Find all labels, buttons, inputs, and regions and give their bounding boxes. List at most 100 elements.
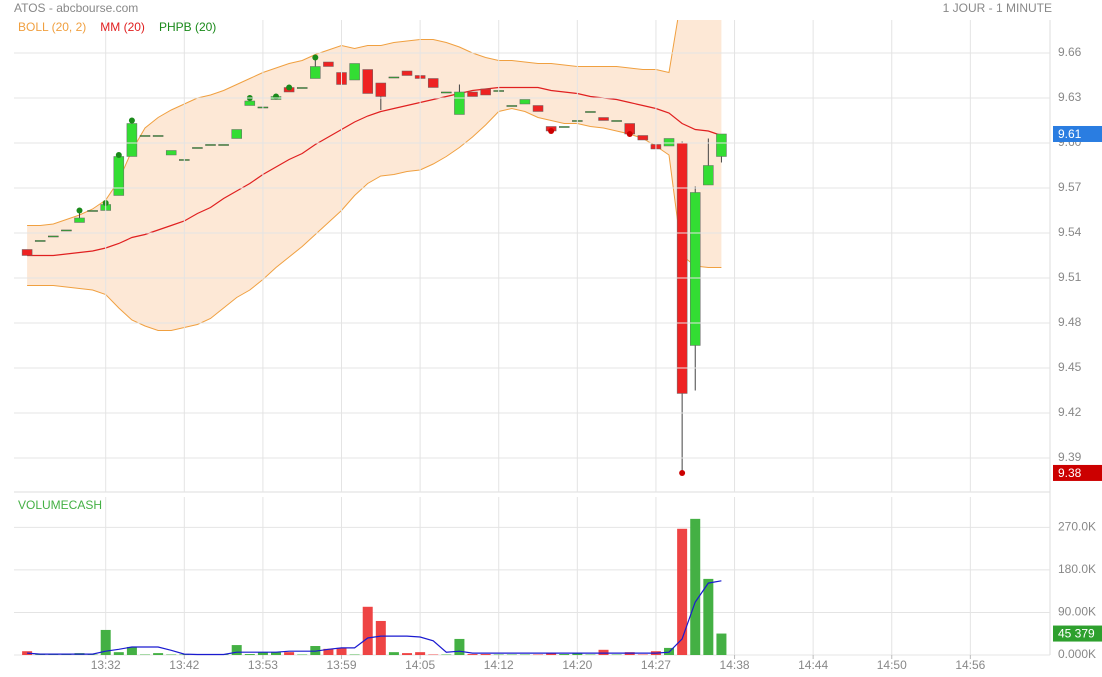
price-tag-label: 9.38 [1058, 466, 1082, 480]
candle-body [441, 91, 452, 94]
phpb-dot [679, 469, 686, 476]
candle-body [192, 147, 203, 149]
volume-bar [375, 620, 386, 655]
candle-body [323, 61, 334, 67]
bollinger-band-area [27, 20, 722, 331]
phpb-dot [548, 127, 555, 134]
volume-bar [598, 649, 609, 655]
candle-body [218, 144, 229, 146]
x-tick-label: 14:44 [798, 658, 828, 672]
candle-body [480, 88, 491, 96]
candle-body [388, 76, 400, 79]
volume-bar [402, 653, 413, 655]
candle-body [532, 105, 544, 112]
volume-bar [323, 648, 334, 655]
candle-body [310, 66, 321, 79]
x-tick-label: 14:20 [562, 658, 592, 672]
candle-body [375, 82, 387, 97]
volume-bar [716, 633, 727, 655]
volume-bar [336, 647, 347, 655]
candle-body [48, 235, 59, 238]
candle-body [676, 142, 688, 394]
volume-bar [677, 528, 688, 655]
volume-bar [284, 652, 295, 655]
volume-bar [467, 654, 478, 655]
volume-average-line [27, 580, 722, 656]
candle-body [113, 156, 125, 196]
x-tick-label: 13:53 [248, 658, 278, 672]
chart-subtitle: 1 JOUR - 1 MINUTE [943, 1, 1052, 15]
candle-body [703, 165, 714, 186]
candle-body [34, 240, 46, 242]
legend-entry: BOLL (20, 2) [18, 20, 86, 34]
y-tick-label: 9.66 [1058, 45, 1082, 59]
candle-body [427, 78, 439, 88]
candle-body [139, 135, 151, 137]
price-tag [1053, 625, 1102, 642]
candle-body [716, 133, 727, 157]
candle-body [362, 69, 373, 94]
y-tick-label: 9.48 [1058, 315, 1082, 329]
phpb-dot [626, 130, 633, 137]
candle-body [61, 229, 72, 232]
phpb-dot [128, 117, 135, 124]
phpb-dot [76, 207, 83, 214]
x-tick-label: 14:12 [484, 658, 514, 672]
candle-body [349, 63, 360, 81]
volume-bar [572, 653, 583, 655]
panel-title: VOLUMECASH [18, 498, 102, 512]
y-tick-label: 9.54 [1058, 225, 1082, 239]
candle-body [296, 87, 308, 89]
volume-bar [362, 606, 373, 655]
candle-body [401, 70, 413, 76]
candle-body [244, 100, 256, 106]
price-tag [1053, 464, 1102, 481]
legend-entry: PHPB (20) [159, 20, 216, 34]
volume-bar [559, 654, 570, 655]
y-tick-label: 9.39 [1058, 450, 1082, 464]
candle-body [585, 111, 596, 113]
price-panel [21, 20, 727, 476]
volume-bar [480, 654, 491, 655]
candle-body [454, 91, 465, 115]
legend-entry: MM (20) [100, 20, 145, 34]
candle-body [87, 210, 98, 212]
volume-bar [231, 645, 242, 655]
x-tick-label: 13:32 [91, 658, 121, 672]
volume-bar [126, 646, 137, 655]
candle-body [21, 249, 33, 256]
y-tick-label: 9.57 [1058, 180, 1082, 194]
candle-body [611, 120, 622, 122]
y-tick-label: 9.45 [1058, 360, 1082, 374]
volume-bar [113, 652, 124, 655]
price-tag [1053, 125, 1102, 142]
candle-body [74, 217, 85, 223]
candle-body [152, 135, 164, 137]
chart-title: ATOS - abcbourse.com [14, 1, 138, 15]
x-tick-label: 14:27 [641, 658, 671, 672]
volume-bar [388, 652, 399, 655]
candle-body [126, 123, 138, 157]
price-tag-label: 9.61 [1058, 127, 1082, 141]
x-tick-label: 14:56 [955, 658, 985, 672]
candle-body [558, 126, 570, 128]
candle-body [506, 105, 518, 107]
price-tag-label: 45 379 [1058, 627, 1095, 641]
x-tick-label: 14:38 [720, 658, 750, 672]
candle-body [467, 91, 478, 97]
candle-body [165, 150, 177, 156]
y-tick-label: 90.00K [1058, 605, 1096, 619]
x-tick-label: 14:05 [405, 658, 435, 672]
phpb-dot [115, 151, 122, 158]
candle-body [689, 192, 701, 346]
candle-body [231, 129, 242, 139]
candle-body [519, 99, 531, 105]
phpb-dot [286, 84, 293, 91]
candle-body [205, 144, 216, 146]
volume-bar [271, 652, 282, 655]
y-tick-label: 0.000K [1058, 647, 1096, 661]
bollinger-lower [27, 107, 722, 331]
phpb-dot [312, 54, 319, 61]
